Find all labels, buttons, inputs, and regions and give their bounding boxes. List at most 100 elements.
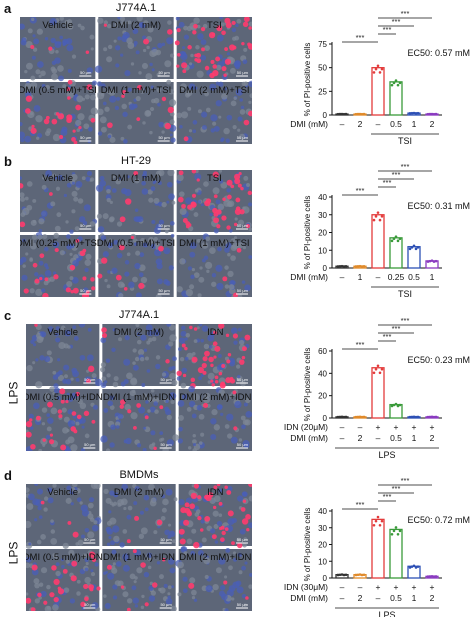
data-point [380, 67, 384, 71]
data-point [428, 575, 432, 578]
data-point [394, 402, 398, 406]
x-row-value: – [340, 119, 345, 129]
y-tick-label: 75 [318, 40, 327, 49]
scale-bar-label: 50 μm [237, 70, 249, 75]
data-point [344, 573, 348, 577]
data-point [374, 215, 378, 218]
x-row-value: – [340, 422, 345, 432]
x-row-value: – [340, 582, 345, 592]
data-point [426, 112, 430, 116]
tile-label: IDN [207, 327, 224, 338]
x-row-value: 1 [412, 593, 417, 603]
significance-label: *** [356, 340, 365, 349]
y-tick-label: 60 [318, 347, 327, 356]
data-point [390, 83, 394, 87]
data-point [380, 519, 384, 523]
data-point [430, 415, 434, 419]
data-point [374, 367, 378, 371]
data-point [354, 265, 358, 268]
data-point [372, 218, 376, 222]
data-point [408, 111, 412, 115]
micrograph-tile: IDN 50 μm [178, 484, 252, 549]
ec50-label: EC50: 0.23 mM [407, 355, 470, 365]
data-point [342, 112, 346, 116]
x-row-value: 0.5 [390, 433, 402, 443]
data-point [408, 247, 412, 251]
micrograph-tile: Vehicle 50 μm [26, 324, 103, 389]
x-row-value: + [376, 422, 381, 432]
x-row-label: DMI (mM) [290, 593, 328, 603]
data-point [360, 112, 364, 116]
x-row-value: – [376, 272, 381, 282]
data-point [358, 112, 362, 116]
data-point [392, 237, 396, 241]
micrograph-tile: DMI (1 mM)+TSI 50 μm [96, 79, 177, 144]
scale-bar-label: 50 μm [237, 442, 249, 447]
tile-label: DMI (1 mM)+IDN [103, 392, 175, 403]
data-point [412, 415, 416, 419]
data-point [378, 523, 382, 527]
data-point [372, 523, 376, 527]
data-point [340, 264, 344, 268]
significance-label: *** [401, 316, 410, 325]
y-tick-label: 30 [318, 524, 327, 533]
scale-bar-label: 50 μm [160, 602, 172, 607]
data-point [356, 112, 360, 116]
x-row-value: 2 [430, 433, 435, 443]
ec50-label: EC50: 0.57 mM [407, 48, 470, 58]
significance-label: *** [383, 178, 392, 187]
micrograph-tile: DMI (1 mM) 50 μm [95, 170, 176, 234]
data-point [392, 529, 396, 533]
micrograph-tile: DMI (0.5 mM)+TSI 50 μm [97, 233, 175, 297]
bar [371, 367, 385, 419]
data-point [342, 415, 346, 419]
data-point [426, 575, 430, 578]
data-point [354, 573, 358, 577]
scale-bar-label: 50 μm [80, 135, 92, 140]
data-point [396, 404, 400, 408]
data-point [340, 573, 344, 576]
group-label: LPS [378, 450, 395, 460]
y-tick-label: 0 [323, 414, 328, 423]
x-row-value: 0.25 [388, 272, 405, 282]
y-tick-label: 0 [323, 111, 328, 120]
data-point [338, 112, 342, 116]
data-point [426, 260, 430, 263]
x-row-value: + [430, 582, 435, 592]
y-tick-label: 20 [318, 541, 327, 550]
x-row-value: + [394, 422, 399, 432]
x-row-value: + [394, 582, 399, 592]
x-row-value: 1 [430, 272, 435, 282]
y-tick-label: 0 [323, 574, 328, 583]
micrograph-tile: DMI (0.5 mM)+IDN 50 μm [26, 549, 103, 611]
significance-label: *** [356, 186, 365, 195]
y-axis-label: % of PI-positive cells [303, 348, 312, 422]
micrograph-tile: IDN 50 μm [176, 324, 252, 389]
micrograph-tile: DMI (0.5 mM)+IDN 50 μm [26, 386, 103, 451]
significance-label: *** [383, 25, 392, 34]
data-point [416, 111, 420, 115]
y-tick-label: 40 [318, 369, 327, 378]
micrograph-tile: DMI (1 mM)+TSI 50 μm [176, 233, 252, 297]
tile-label: DMI (2 mM) [114, 487, 164, 498]
x-row-label: DMI (mM) [290, 433, 328, 443]
x-row-value: 2 [430, 593, 435, 603]
data-point [432, 415, 436, 419]
data-point [414, 566, 418, 569]
data-point [394, 79, 398, 82]
scale-bar-label: 50 μm [158, 223, 170, 228]
tile-label: IDN [207, 487, 224, 498]
panel-letter: d [4, 468, 12, 483]
data-point [376, 364, 380, 368]
data-point [336, 573, 340, 577]
tile-label: Vehicle [47, 327, 78, 338]
significance-label: *** [401, 9, 410, 18]
scale-bar-label: 50 μm [84, 377, 96, 382]
significance-label: *** [392, 170, 401, 179]
x-row-value: + [430, 422, 435, 432]
y-axis-label: % of PI-positive cells [303, 508, 312, 582]
